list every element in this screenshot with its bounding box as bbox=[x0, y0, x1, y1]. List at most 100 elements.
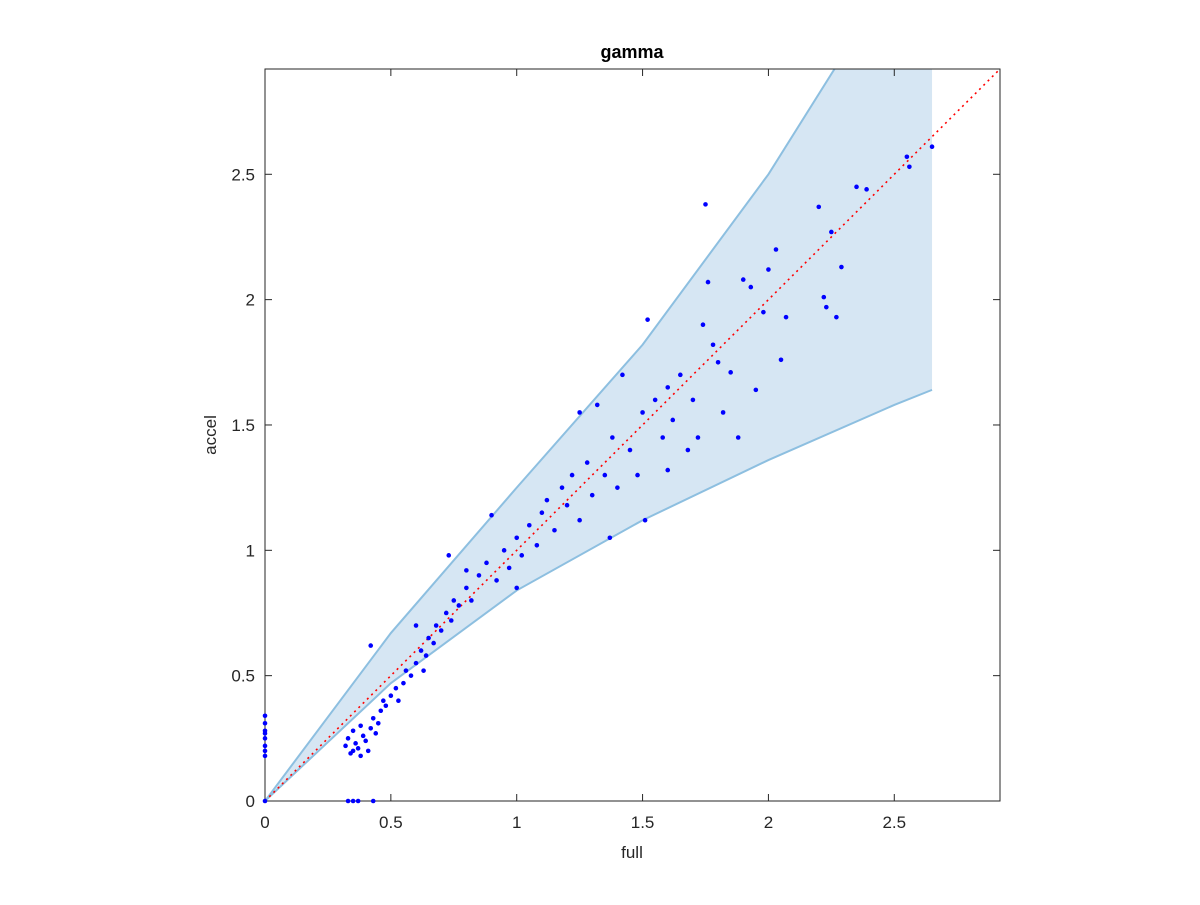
y-tick-label: 1 bbox=[246, 541, 255, 560]
scatter-point bbox=[401, 680, 406, 686]
scatter-point bbox=[423, 653, 429, 658]
x-tick-label: 0.5 bbox=[379, 813, 403, 832]
scatter-point bbox=[506, 565, 512, 571]
scatter-point bbox=[413, 660, 419, 666]
scatter-point bbox=[685, 447, 691, 453]
scatter-point bbox=[753, 387, 759, 393]
scatter-point bbox=[670, 417, 676, 423]
scatter-point bbox=[564, 502, 570, 508]
scatter-point bbox=[816, 204, 822, 210]
scatter-point bbox=[446, 553, 452, 558]
scatter-point bbox=[350, 798, 356, 804]
scatter-point bbox=[426, 635, 431, 641]
scatter-point bbox=[494, 578, 499, 583]
scatter-point bbox=[660, 435, 666, 440]
plot-area bbox=[265, 69, 1000, 801]
scatter-point bbox=[476, 573, 482, 578]
scatter-point bbox=[353, 741, 358, 746]
scatter-point bbox=[929, 144, 935, 150]
scatter-point bbox=[748, 284, 754, 290]
scatter-point bbox=[610, 435, 615, 440]
scatter-point bbox=[501, 548, 507, 553]
scatter-point bbox=[526, 522, 532, 528]
scatter-point bbox=[368, 643, 374, 648]
scatter-point bbox=[375, 720, 381, 726]
scatter-point bbox=[358, 753, 363, 759]
chart-title: gamma bbox=[600, 42, 664, 62]
scatter-point bbox=[534, 543, 540, 548]
scatter-point bbox=[373, 731, 379, 736]
scatter-point bbox=[262, 798, 268, 804]
scatter-point bbox=[464, 585, 469, 591]
scatter-point bbox=[393, 685, 399, 691]
axes: 0 0.5 1 1.5 2 2.5 0 0.5 1 1.5 2 2.5 bbox=[231, 68, 1001, 832]
confidence-band bbox=[265, 69, 933, 801]
scatter-point bbox=[715, 360, 721, 365]
scatter-point bbox=[431, 640, 436, 646]
scatter-point bbox=[360, 733, 366, 739]
scatter-point bbox=[448, 618, 454, 623]
scatter-point bbox=[378, 708, 384, 714]
scatter-point bbox=[705, 279, 711, 285]
scatter-point bbox=[615, 485, 620, 490]
scatter-point bbox=[438, 628, 444, 633]
scatter-point bbox=[262, 713, 268, 719]
scatter-point bbox=[443, 610, 449, 616]
scatter-point bbox=[690, 397, 696, 403]
scatter-point bbox=[355, 746, 361, 751]
scatter-point bbox=[766, 267, 771, 272]
x-tick-label: 0 bbox=[260, 813, 269, 832]
scatter-point bbox=[368, 726, 374, 731]
scatter-point bbox=[834, 314, 839, 320]
scatter-point bbox=[464, 568, 469, 573]
scatter-point bbox=[370, 715, 376, 721]
axes-box bbox=[264, 68, 1001, 802]
y-tick-label: 0.5 bbox=[231, 667, 255, 686]
scatter-point bbox=[645, 317, 650, 322]
scatter-point bbox=[262, 753, 268, 759]
scatter-point bbox=[539, 510, 545, 516]
scatter-point bbox=[343, 743, 348, 749]
scatter-point bbox=[589, 492, 595, 498]
reference-line bbox=[265, 69, 1000, 801]
scatter-point bbox=[350, 748, 356, 754]
scatter-point bbox=[665, 385, 671, 390]
band-lower-edge bbox=[265, 388, 933, 801]
scatter-point bbox=[345, 736, 351, 741]
scatter-point bbox=[519, 553, 525, 558]
scatter-point bbox=[456, 603, 462, 608]
scatter-point bbox=[904, 154, 910, 160]
scatter-point bbox=[418, 648, 424, 653]
scatter-point bbox=[735, 435, 741, 440]
scatter-point bbox=[365, 748, 371, 754]
scatter-point bbox=[484, 560, 489, 566]
scatter-point bbox=[700, 322, 706, 327]
scatter-point bbox=[577, 410, 582, 415]
band-upper-edge bbox=[265, 69, 836, 801]
scatter-point bbox=[594, 402, 600, 408]
scatter-point bbox=[544, 497, 550, 503]
scatter-point bbox=[413, 623, 419, 628]
scatter-point bbox=[469, 598, 474, 603]
scatter-point bbox=[559, 485, 565, 490]
scatter-point bbox=[262, 731, 268, 736]
scatter-point bbox=[821, 294, 827, 300]
y-tick-label: 0 bbox=[246, 792, 255, 811]
scatter-point bbox=[262, 743, 268, 749]
scatter-point bbox=[652, 397, 658, 403]
scatter-point bbox=[907, 164, 912, 170]
scatter-point bbox=[728, 370, 733, 375]
y-tick-label: 1.5 bbox=[231, 416, 255, 435]
y-axis-label: accel bbox=[201, 415, 220, 455]
scatter-point bbox=[363, 738, 368, 744]
scatter-point bbox=[602, 472, 608, 478]
scatter-point bbox=[703, 202, 708, 207]
x-tick-label: 1 bbox=[512, 813, 521, 832]
scatter-point bbox=[824, 304, 829, 310]
scatter-point bbox=[761, 309, 766, 315]
scatter-point bbox=[514, 585, 520, 591]
scatter-point bbox=[552, 527, 557, 533]
scatter-point bbox=[388, 693, 394, 699]
scatter-point bbox=[740, 277, 746, 282]
scatter-point bbox=[421, 668, 426, 673]
